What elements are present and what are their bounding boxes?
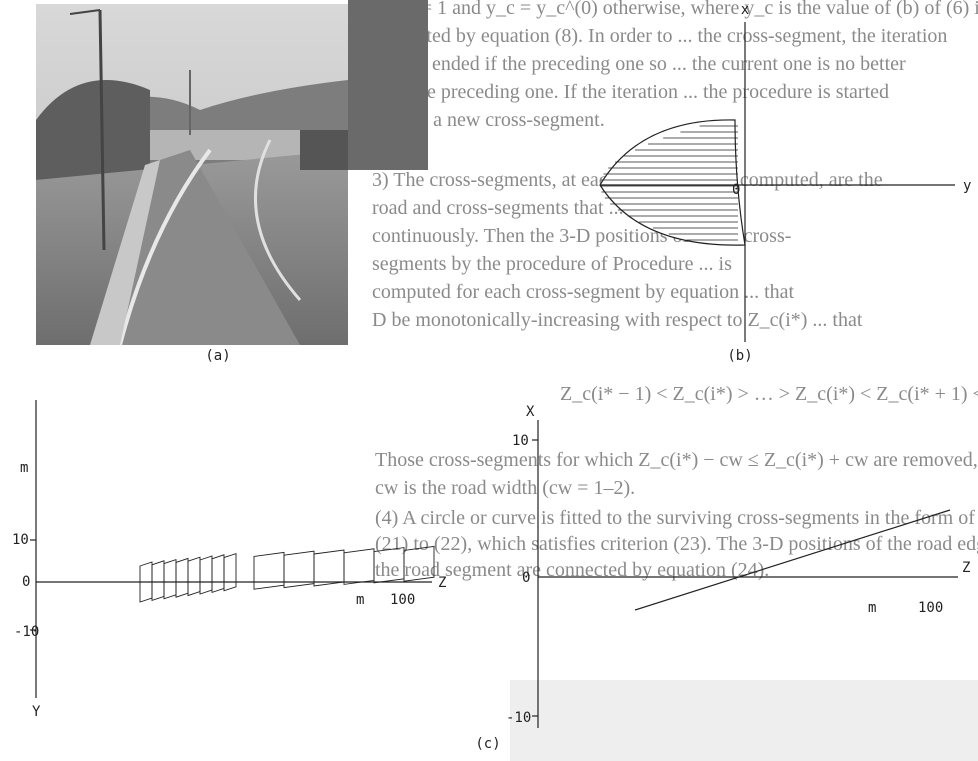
cross-segment [200, 556, 212, 594]
body-text-line: than the preceding one. If the iteration… [372, 81, 889, 103]
tick-label: 100 [918, 600, 943, 616]
cross-segment [254, 552, 284, 589]
axis-label: x [741, 2, 749, 18]
cross-segment [152, 561, 164, 601]
tick-label: 10 [512, 433, 529, 449]
origin-label: 0 [732, 182, 740, 198]
tick-label: -10 [506, 710, 531, 726]
axis-label: y [963, 178, 971, 194]
axis-unit: m [356, 592, 364, 608]
panel-label: (a) [205, 348, 230, 364]
panel-label: (b) [727, 348, 752, 364]
body-text-line: Those cross-segments for which Z_c(i*) −… [375, 449, 978, 471]
body-text-line: computed for each cross-segment by equat… [372, 281, 795, 303]
axis-unit: m [20, 460, 28, 476]
body-text-line: (21) to (22), which satisfies criterion … [375, 533, 978, 555]
axis-label: X [526, 404, 535, 420]
body-text: and b = 1 and y_c = y_c^(0) otherwise, w… [372, 0, 978, 581]
body-text-line: will be ended if the preceding one so ..… [372, 53, 906, 75]
cross-segment [212, 555, 224, 593]
body-text-line: computed by equation (8). In order to ..… [372, 25, 947, 47]
body-text-line: segments by the procedure of Procedure .… [372, 253, 732, 275]
cross-segment [188, 557, 200, 595]
equation: Z_c(i* − 1) < Z_c(i*) > … > Z_c(i*) < Z_… [560, 383, 978, 405]
tick-label: 0 [522, 570, 530, 586]
cross-segment [344, 549, 374, 585]
axis-label: Z [438, 575, 446, 591]
axis-label: Y [32, 704, 41, 720]
tick-label: 0 [22, 574, 30, 590]
panel-label: (c) [475, 736, 500, 752]
tick-label: 100 [390, 592, 415, 608]
body-text-line: (4) A circle or curve is fitted to the s… [375, 507, 978, 529]
cross-segment [164, 560, 176, 599]
cross-segment [314, 550, 344, 586]
building [348, 0, 428, 170]
body-text-line: D be monotonically-increasing with respe… [372, 309, 863, 331]
cross-segment [224, 554, 236, 591]
body-text-line: and b = 1 and y_c = y_c^(0) otherwise, w… [372, 0, 978, 19]
tick-label: 10 [12, 532, 29, 548]
tick-label: -10 [14, 624, 39, 640]
cross-segment [176, 558, 188, 597]
scan-smudge [510, 680, 978, 761]
axis-label: Z [962, 560, 970, 576]
figure-page: and b = 1 and y_c = y_c^(0) otherwise, w… [0, 0, 978, 761]
axis-unit: m [868, 600, 876, 616]
body-text-line: cw is the road width (cw = 1–2). [375, 477, 635, 499]
